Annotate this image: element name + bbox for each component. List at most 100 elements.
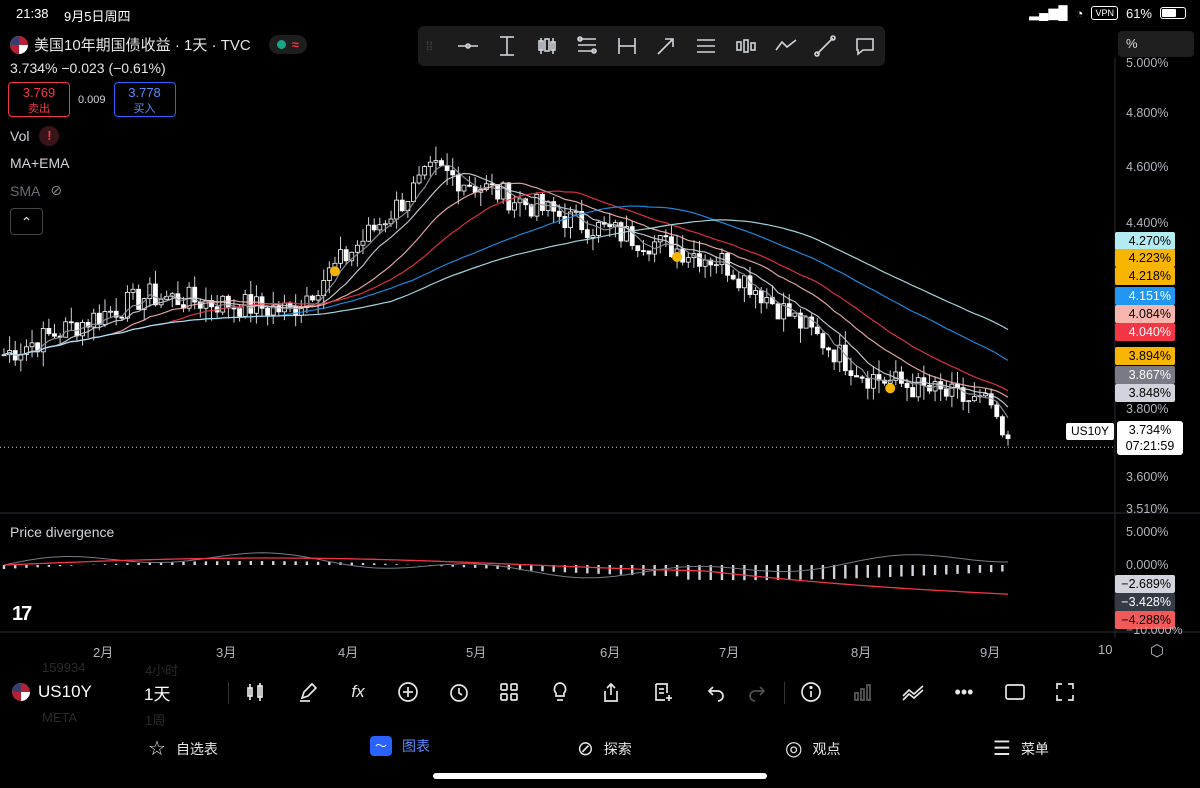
price-axis-label: 4.800% (1126, 106, 1169, 120)
sell-button[interactable]: 3.769 卖出 (8, 82, 70, 117)
lightbulb-icon[interactable] (548, 680, 572, 704)
price-tag: 3.848% (1115, 384, 1175, 402)
status-right: ▂▄▆█ ◔ VPN 61% (1029, 5, 1186, 21)
moving-average-line (3, 182, 1009, 398)
candles-icon[interactable] (527, 28, 567, 64)
share-icon[interactable] (599, 680, 623, 704)
candle (730, 274, 736, 280)
candle (411, 182, 416, 202)
drag-handle-icon[interactable]: ⁞⁞ (426, 39, 433, 53)
symbol-price-tag: US10Y (1066, 423, 1114, 440)
indicator-vol-label: Vol (10, 128, 30, 144)
bottom-navigation: ☆ 自选表 〜 图表 ⊘ 探索 ◎ 观点 ☰ 菜单 (0, 730, 1200, 764)
price-tag: 4.151% (1115, 287, 1175, 305)
symbol-title[interactable]: 美国10年期国债收益 · 1天 · TVC (34, 37, 251, 54)
fullscreen-icon[interactable] (1053, 680, 1077, 704)
drawing-pen-icon[interactable] (296, 680, 320, 704)
buy-button[interactable]: 3.778 买入 (113, 82, 176, 117)
rectangle-icon[interactable] (1003, 680, 1027, 704)
undo-icon[interactable] (704, 680, 728, 704)
date-range-icon[interactable] (607, 28, 647, 64)
candles-alt-icon[interactable] (726, 28, 766, 64)
callout-icon[interactable] (845, 28, 885, 64)
arrow-icon[interactable] (647, 28, 687, 64)
fib-icon[interactable] (567, 28, 607, 64)
candle (304, 295, 310, 308)
candle (624, 226, 629, 242)
candle (467, 184, 472, 187)
add-icon[interactable] (396, 680, 420, 704)
time-axis-label: 10 (1098, 642, 1113, 657)
grid-layout-icon[interactable] (497, 680, 521, 704)
divergence-tag: −3.428% (1115, 593, 1175, 611)
info-icon[interactable] (799, 680, 823, 704)
toolbar-divider (784, 682, 785, 704)
candle (237, 308, 242, 317)
candle (113, 310, 119, 318)
chart-tab-icon: 〜 (370, 736, 392, 756)
indicator-sma[interactable]: SMA ⊘ (10, 182, 62, 199)
bar-chart-icon[interactable] (850, 680, 874, 704)
bid-ask: 3.769 卖出 0.009 3.778 买入 (8, 82, 176, 117)
compass-icon: ⊘ (577, 738, 594, 760)
candle (315, 295, 321, 301)
collapse-legend-button[interactable]: ⌃ (10, 208, 43, 235)
add-note-icon[interactable] (651, 680, 675, 704)
candle (747, 275, 753, 295)
candle (85, 321, 91, 328)
indicators-fx-icon[interactable]: fx (351, 682, 365, 701)
quote-line: 3.734% −0.023 (−0.61%) (10, 60, 166, 76)
event-marker (885, 383, 896, 394)
price-axis-label: 3.600% (1126, 470, 1169, 484)
candle (786, 303, 792, 317)
nav-explore[interactable]: ⊘ 探索 (577, 736, 632, 761)
candle (663, 235, 669, 238)
indicator-ma-ema[interactable]: MA+EMA (10, 155, 70, 171)
moving-average-line (3, 219, 1009, 356)
compare-lines-icon[interactable] (901, 680, 925, 704)
more-icon[interactable]: ••• (954, 681, 974, 702)
us-flag-icon (10, 35, 28, 54)
candle (820, 333, 826, 349)
scale-percent-button[interactable]: % (1118, 31, 1194, 57)
candle (192, 286, 198, 303)
warning-icon[interactable]: ! (39, 126, 60, 146)
nav-ideas[interactable]: ◎ 观点 (785, 736, 840, 761)
candle (646, 250, 652, 255)
home-indicator[interactable] (433, 773, 767, 779)
nav-chart[interactable]: 〜 图表 (370, 736, 430, 756)
path-icon[interactable] (766, 28, 806, 64)
candle (512, 202, 517, 211)
vertical-cursor-icon[interactable] (488, 28, 528, 64)
divergence-axis-label: 0.000% (1126, 558, 1169, 572)
candle (921, 377, 927, 386)
symbol-header[interactable]: 美国10年期国债收益 · 1天 · TVC ≈ (10, 34, 307, 55)
candle (741, 275, 747, 289)
divergence-title[interactable]: Price divergence (10, 524, 115, 540)
tradingview-logo-icon[interactable]: 17 (12, 603, 32, 625)
spread-value: 0.009 (78, 93, 106, 106)
candle (74, 322, 80, 337)
resolution-button[interactable]: 1天 (144, 684, 171, 704)
horizontal-line-icon[interactable] (448, 28, 488, 64)
market-status-pill[interactable]: ≈ (268, 35, 307, 54)
indicator-sma-label: SMA (10, 182, 41, 199)
candle (433, 160, 439, 163)
symbol-search-button[interactable]: US10Y (12, 682, 92, 702)
price-tag: 4.084% (1115, 305, 1175, 323)
main-chart[interactable] (0, 58, 1200, 658)
bottom-symbol: US10Y (38, 682, 92, 701)
candle (641, 250, 646, 252)
chart-type-icon[interactable] (243, 680, 267, 704)
alarm-clock-icon[interactable] (447, 680, 471, 704)
divergence-signal-line (3, 557, 1009, 595)
candle (528, 204, 534, 217)
nav-menu[interactable]: ☰ 菜单 (993, 736, 1049, 761)
eye-hidden-icon[interactable]: ⊘ (50, 182, 63, 198)
trendline-icon[interactable] (805, 28, 845, 64)
redo-icon[interactable] (745, 680, 769, 704)
nav-watchlist[interactable]: ☆ 自选表 (148, 736, 218, 761)
settings-gear-icon[interactable]: ⬡ (1150, 643, 1164, 660)
pitchfork-icon[interactable] (686, 28, 726, 64)
indicator-vol[interactable]: Vol ! (10, 126, 60, 146)
